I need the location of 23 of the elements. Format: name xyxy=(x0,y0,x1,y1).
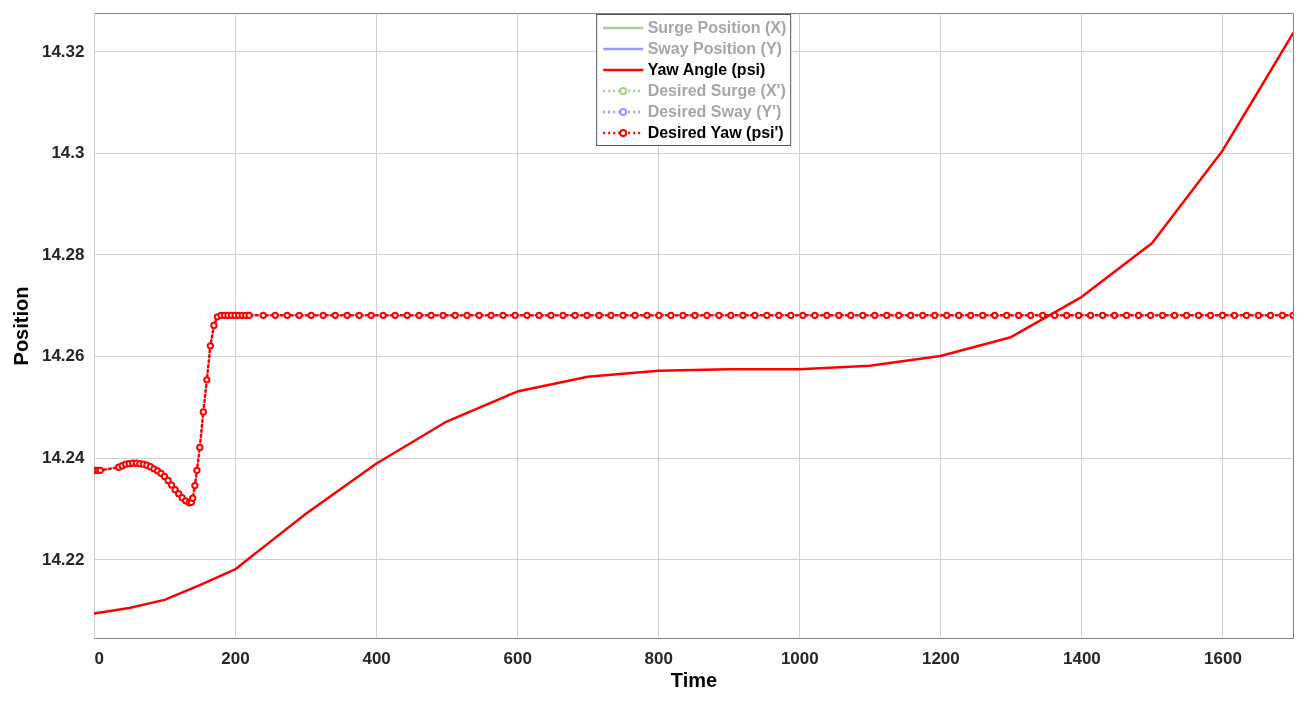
x-tick-label: 200 xyxy=(221,648,250,668)
x-tick-label: 1200 xyxy=(921,648,960,668)
x-tick-label: 0 xyxy=(94,648,104,668)
x-tick-label: 800 xyxy=(644,648,673,668)
y-tick-label: 14.32 xyxy=(41,41,85,61)
y-tick-label: 14.26 xyxy=(41,346,85,366)
y-tick-label: 14.24 xyxy=(41,448,86,468)
x-tick-label: 1400 xyxy=(1063,648,1101,668)
y-axis-title: Position xyxy=(9,286,32,366)
x-tick-label: 1000 xyxy=(780,648,819,668)
legend-label: Sway Position (Y) xyxy=(647,39,782,58)
y-tick-label: 14.28 xyxy=(41,244,85,264)
legend-label: Surge Position (X) xyxy=(647,18,787,37)
legend-label: Desired Sway (Y') xyxy=(647,102,782,121)
legend-label: Desired Yaw (psi') xyxy=(647,123,784,142)
x-tick-label: 400 xyxy=(362,648,391,668)
x-tick-label: 600 xyxy=(503,648,532,668)
y-tick-label: 14.22 xyxy=(41,549,85,569)
x-axis-title: Time xyxy=(670,668,718,691)
y-tick-label: 14.3 xyxy=(51,143,85,163)
legend-label: Yaw Angle (psi) xyxy=(647,60,766,79)
x-tick-label: 1600 xyxy=(1204,648,1242,668)
legend-label: Desired Surge (X') xyxy=(647,81,786,100)
